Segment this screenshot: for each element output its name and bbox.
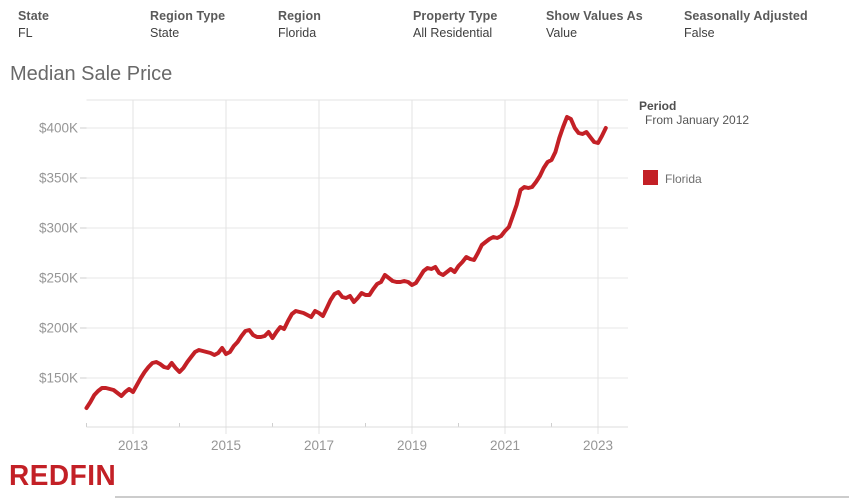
filter-region-type: Region Type State: [150, 9, 225, 40]
x-axis-tick-label: 2021: [490, 438, 520, 453]
filter-seasonally-adjusted-label: Seasonally Adjusted: [684, 9, 808, 23]
y-axis-tick-label: $300K: [39, 221, 78, 236]
filter-show-values-as: Show Values As Value: [546, 9, 643, 40]
filter-seasonally-adjusted: Seasonally Adjusted False: [684, 9, 808, 40]
y-axis-tick-label: $200K: [39, 321, 78, 336]
x-axis-tick-label: 2015: [211, 438, 241, 453]
x-axis-tick-label: 2017: [304, 438, 334, 453]
legend-florida-label[interactable]: Florida: [665, 172, 702, 186]
legend-period-value: From January 2012: [645, 113, 750, 127]
legend-period-title: Period: [639, 99, 677, 113]
x-axis-tick-label: 2019: [397, 438, 427, 453]
filter-state: State FL: [18, 9, 49, 40]
redfin-logo[interactable]: REDFIN: [9, 459, 117, 492]
page-title: Median Sale Price: [10, 63, 173, 85]
florida-median-price-line[interactable]: [84, 115, 608, 410]
filter-show-values-as-value[interactable]: Value: [546, 26, 578, 40]
y-axis-tick-label: $250K: [39, 271, 78, 286]
filter-property-type-value[interactable]: All Residential: [413, 26, 493, 40]
filter-state-label: State: [18, 9, 50, 23]
filter-region-value[interactable]: Florida: [278, 26, 317, 40]
filter-show-values-as-label: Show Values As: [546, 9, 643, 23]
x-axis-tick-label: 2013: [118, 438, 148, 453]
legend-florida-swatch[interactable]: [643, 170, 658, 185]
filter-property-type: Property Type All Residential: [413, 9, 497, 40]
filter-region-label: Region: [278, 9, 321, 23]
x-axis-tick-label: 2023: [583, 438, 613, 453]
filter-seasonally-adjusted-value[interactable]: False: [684, 26, 715, 40]
filter-state-value[interactable]: FL: [18, 26, 33, 40]
filter-region: Region Florida: [278, 9, 321, 40]
filter-property-type-label: Property Type: [413, 9, 498, 23]
y-axis-tick-label: $150K: [39, 371, 78, 386]
filter-region-type-label: Region Type: [150, 9, 226, 23]
y-axis-tick-label: $400K: [39, 121, 78, 136]
filter-region-type-value[interactable]: State: [150, 26, 180, 40]
y-axis-tick-label: $350K: [39, 171, 78, 186]
bottom-divider: [115, 496, 849, 498]
